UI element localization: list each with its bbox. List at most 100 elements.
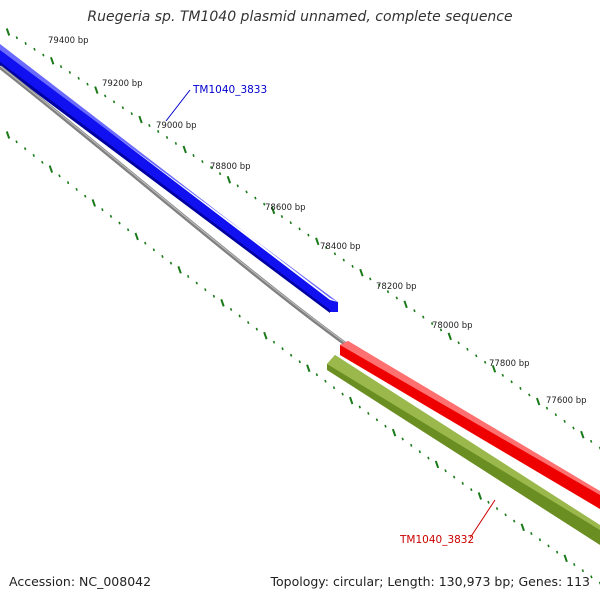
inner-tick	[23, 147, 27, 151]
inner-tick	[255, 327, 258, 331]
outer-tick	[510, 380, 513, 384]
outer-tick	[138, 115, 143, 124]
inner-tick	[212, 294, 216, 298]
tick-label: 77800 bp	[489, 359, 530, 369]
outer-tick	[351, 264, 354, 268]
outer-tick	[545, 406, 549, 410]
inner-tick	[487, 500, 490, 504]
outer-tick	[174, 142, 178, 145]
inner-tick	[289, 353, 293, 357]
outer-tick	[315, 237, 320, 246]
inner-tick	[263, 331, 268, 340]
outer-tick	[403, 300, 408, 309]
outer-tick	[528, 393, 531, 397]
map-title: Ruegeria sp. TM1040 plasmid unnamed, com…	[87, 9, 513, 25]
inner-tick	[101, 208, 104, 212]
inner-tick	[324, 379, 327, 383]
outer-tick	[94, 86, 99, 94]
tick-labels: 79400 bp 79200 bp 79000 bp 78800 bp 7860…	[48, 36, 587, 406]
outer-tick	[535, 397, 541, 406]
outer-tick	[324, 246, 328, 250]
gene-TM1040_3832[interactable]	[340, 341, 600, 509]
tick-label: 78000 bp	[432, 321, 473, 331]
label-leader-red	[469, 499, 496, 539]
inner-tick	[272, 340, 276, 344]
inner-tick	[204, 288, 207, 292]
outer-tick	[77, 76, 80, 80]
inner-tick	[563, 554, 568, 563]
outer-tick	[377, 283, 381, 287]
outer-tick	[280, 215, 284, 218]
outer-tick	[112, 100, 116, 104]
outer-tick	[413, 309, 416, 313]
outer-tick	[483, 360, 487, 364]
outer-tick	[121, 106, 125, 110]
inner-tick	[495, 507, 499, 510]
outer-tick	[386, 290, 390, 294]
outer-tick	[270, 206, 276, 215]
inner-tick	[118, 221, 121, 225]
outer-tick	[218, 172, 222, 176]
outer-tick	[395, 296, 398, 300]
outer-tick	[263, 202, 266, 206]
inner-tick	[134, 232, 139, 241]
inner-tick	[91, 199, 96, 207]
outer-tick	[333, 252, 337, 256]
outer-tick	[447, 332, 452, 341]
outer-tick	[68, 71, 72, 74]
inner-tick	[444, 469, 447, 473]
inner-tick	[238, 314, 241, 318]
inner-tick	[32, 154, 35, 157]
outer-tick	[192, 154, 195, 157]
label-leader-blue	[165, 89, 191, 122]
outer-tick	[466, 347, 469, 351]
inner-tick	[298, 360, 301, 364]
gene-body-red	[340, 341, 600, 509]
outer-tick-ring	[5, 28, 600, 450]
inner-tick	[384, 424, 387, 428]
gene-label-TM1040_3833[interactable]: TM1040_3833	[192, 84, 267, 96]
inner-tick	[58, 174, 61, 178]
inner-tick	[161, 255, 164, 258]
inner-tick	[391, 428, 397, 437]
inner-tick	[418, 450, 422, 454]
inner-tick	[520, 523, 525, 532]
outer-tick	[491, 364, 497, 373]
inner-tick	[530, 532, 533, 535]
gene-label-TM1040_3832[interactable]: TM1040_3832	[399, 534, 474, 546]
inner-tick	[84, 194, 87, 198]
inner-tick	[452, 475, 456, 479]
tick-label: 77600 bp	[546, 396, 587, 406]
outer-tick	[307, 233, 310, 237]
outer-tick	[457, 341, 460, 345]
outer-tick	[210, 166, 213, 170]
outer-tick	[226, 175, 232, 184]
inner-tick	[555, 550, 559, 554]
inner-tick	[306, 364, 311, 373]
inner-tick	[538, 538, 542, 542]
inner-tick	[229, 307, 233, 311]
outer-tick	[572, 426, 575, 430]
inner-tick	[375, 418, 379, 422]
outer-tick	[42, 53, 45, 57]
gene-olive[interactable]	[327, 355, 600, 545]
inner-tick	[186, 274, 190, 278]
outer-tick	[5, 28, 11, 36]
accession-text: Accession: NC_008042	[9, 574, 152, 589]
inner-tick	[66, 181, 70, 185]
gene-highlight-olive	[327, 355, 600, 530]
tick-label: 79000 bp	[156, 121, 197, 131]
inner-tick	[220, 299, 225, 307]
gene-TM1040_3833[interactable]	[0, 44, 338, 313]
inner-tick	[332, 386, 336, 390]
inner-tick	[126, 228, 130, 232]
outer-tick	[157, 130, 160, 133]
outer-tick	[236, 184, 239, 188]
outer-tick	[59, 65, 63, 69]
outer-tick	[298, 227, 301, 231]
inner-tick	[247, 321, 250, 325]
inner-tick	[75, 187, 78, 191]
outer-tick	[50, 57, 55, 65]
outer-tick	[15, 36, 19, 40]
